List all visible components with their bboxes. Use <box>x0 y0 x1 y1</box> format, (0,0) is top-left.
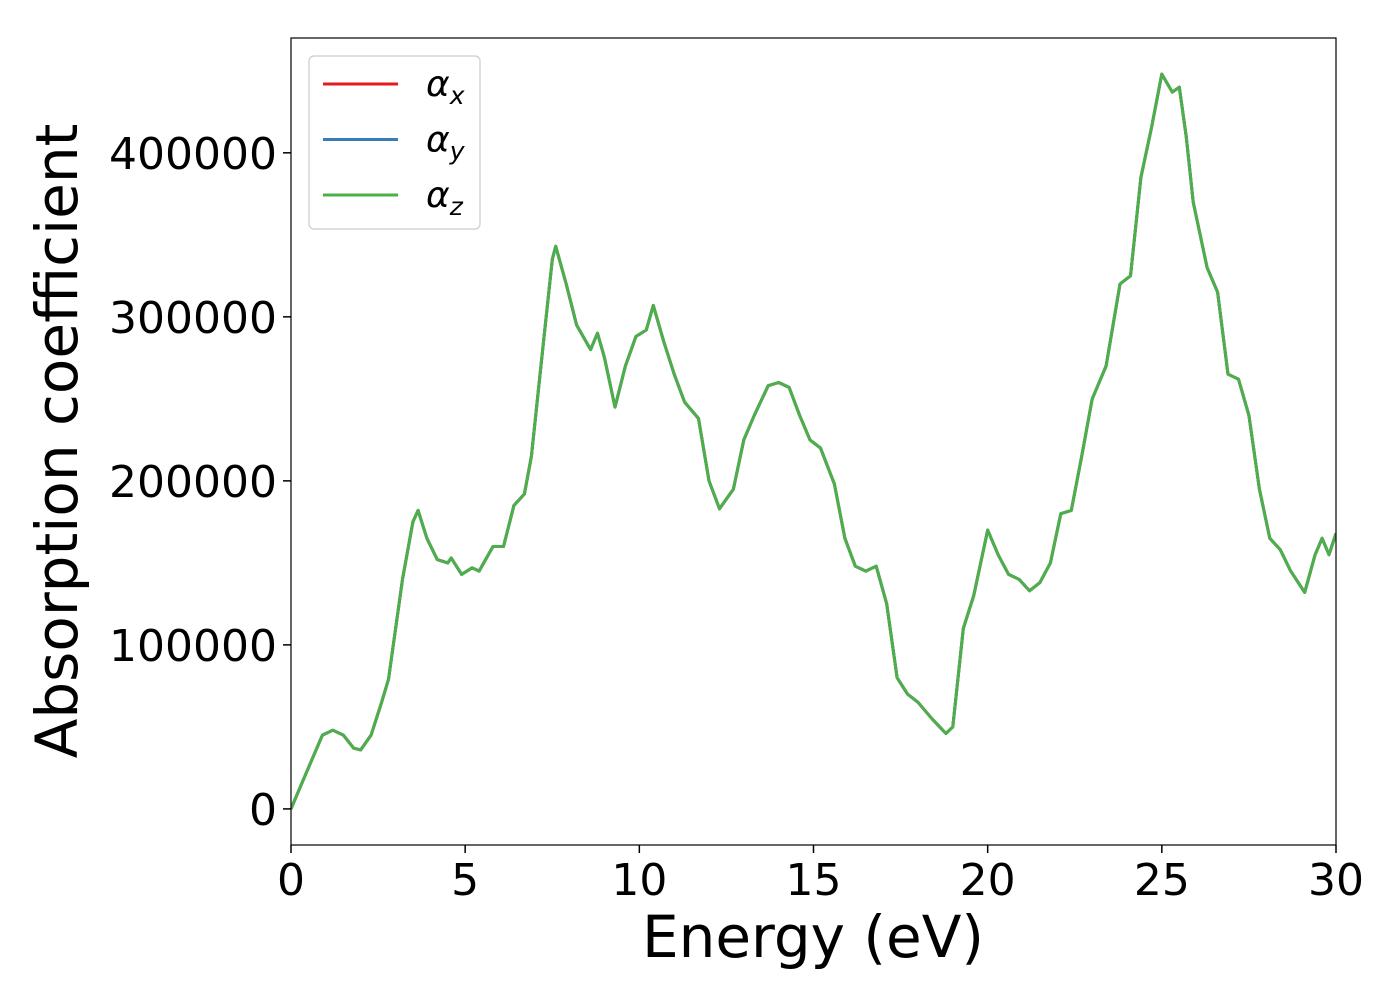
series-line <box>291 72 1336 810</box>
x-tick-label: 0 <box>277 855 305 906</box>
y-tick-label: 200000 <box>109 457 277 508</box>
x-tick-label: 25 <box>1134 855 1190 906</box>
y-tick-label: 300000 <box>109 293 277 344</box>
y-tick-label: 0 <box>249 785 277 836</box>
plot-frame <box>290 37 1337 846</box>
legend-box <box>308 55 481 230</box>
y-axis-label: Absorption coefficient <box>23 124 91 759</box>
legend-label: αx <box>426 64 465 110</box>
x-axis-label: Energy (eV) <box>642 903 984 971</box>
x-tick-label: 30 <box>1308 855 1364 906</box>
y-tick-label: 100000 <box>109 621 277 672</box>
x-tick-label: 10 <box>611 855 667 906</box>
y-tick-label: 400000 <box>109 129 277 180</box>
x-tick-label: 20 <box>960 855 1016 906</box>
x-tick-label: 5 <box>451 855 479 906</box>
x-tick-label: 15 <box>786 855 842 906</box>
legend-label: αy <box>426 120 466 166</box>
